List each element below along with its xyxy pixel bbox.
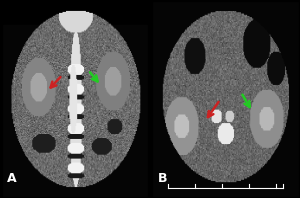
Text: B: B: [158, 172, 167, 185]
Text: A: A: [8, 172, 17, 185]
